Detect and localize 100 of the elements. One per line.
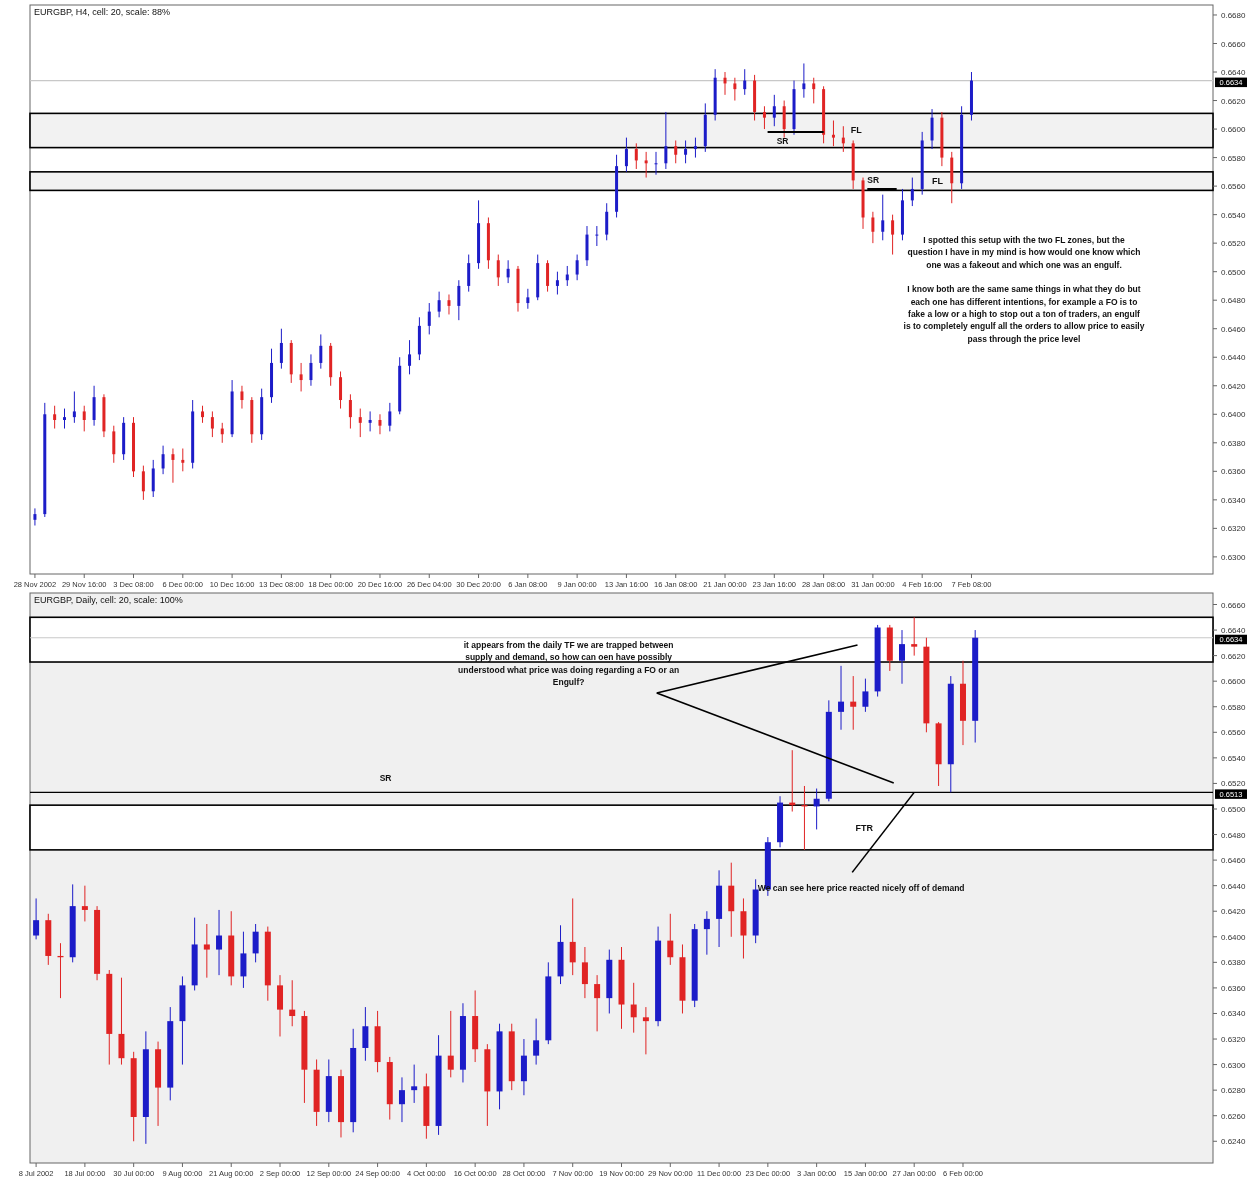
annotation: SR bbox=[776, 135, 789, 146]
y-tick-label: 0.6260 bbox=[1221, 1111, 1247, 1121]
candlestick bbox=[703, 910, 710, 956]
candlestick bbox=[630, 982, 637, 1034]
candlestick bbox=[141, 465, 145, 501]
y-tick-label: 0.6440 bbox=[1221, 881, 1247, 891]
candlestick bbox=[667, 913, 674, 966]
candlestick bbox=[546, 259, 550, 293]
candlestick bbox=[762, 105, 766, 130]
y-tick-label: 0.6420 bbox=[1221, 381, 1247, 391]
text: I spotted this setup with the two FL zones, but the question I have in my mind is how would one know which one was a fakeout and which one was an engulf. I know both are the same same things in what they do but each one has different intentions, for example a FO is to fake a low or a high to stop out a ton of traders, an engulf is to completely engulf all the orders to allow price to easily pass through the price level bbox=[903, 235, 1145, 344]
y-tick-label: 0.6560 bbox=[1221, 728, 1247, 738]
candlestick bbox=[871, 211, 875, 244]
candlestick bbox=[171, 448, 175, 484]
y-tick-label: 0.6340 bbox=[1221, 1009, 1247, 1019]
candlestick bbox=[674, 139, 678, 164]
y-tick-label: 0.6340 bbox=[1221, 495, 1247, 505]
y-tick-label: 0.6540 bbox=[1221, 753, 1247, 763]
y-tick-label: 0.6540 bbox=[1221, 210, 1247, 220]
y-tick-label: 0.6580 bbox=[1221, 153, 1247, 163]
candlestick bbox=[910, 177, 914, 207]
y-tick-label: 0.6640 bbox=[1221, 626, 1247, 636]
candlestick bbox=[644, 151, 648, 179]
band-label: FL bbox=[850, 125, 863, 136]
candlestick bbox=[684, 139, 688, 164]
y-tick-label: 0.6640 bbox=[1221, 68, 1247, 78]
candlestick bbox=[496, 254, 500, 287]
candlestick bbox=[63, 408, 66, 430]
candlestick bbox=[850, 675, 857, 731]
candlestick bbox=[252, 923, 259, 963]
candlestick bbox=[595, 225, 599, 247]
y-tick-label: 0.6580 bbox=[1221, 702, 1247, 712]
candlestick bbox=[72, 390, 76, 424]
y-tick-label: 0.6460 bbox=[1221, 856, 1247, 866]
y-tick-label: 0.6320 bbox=[1221, 524, 1247, 534]
y-tick-label: 0.6620 bbox=[1221, 651, 1247, 661]
y-tick-label: 0.6460 bbox=[1221, 324, 1247, 334]
candlestick bbox=[930, 108, 934, 150]
candlestick bbox=[368, 410, 372, 432]
candlestick bbox=[575, 254, 579, 281]
candlestick bbox=[838, 665, 845, 731]
candlestick bbox=[81, 885, 88, 922]
candlestick bbox=[634, 142, 638, 170]
candlestick bbox=[309, 353, 313, 387]
candlestick bbox=[151, 459, 155, 498]
candlestick bbox=[831, 120, 835, 147]
y-tick-label: 0.6380 bbox=[1221, 438, 1247, 448]
candlestick bbox=[881, 194, 885, 241]
candlestick bbox=[911, 616, 918, 657]
y-tick-label: 0.6480 bbox=[1221, 830, 1247, 840]
y-tick-label: 0.6380 bbox=[1221, 958, 1247, 968]
y-tick-label: 0.6400 bbox=[1221, 932, 1247, 942]
y-tick-label: 0.6500 bbox=[1221, 804, 1247, 814]
band-label: FTR bbox=[855, 822, 874, 833]
candlestick bbox=[569, 897, 576, 976]
candlestick bbox=[339, 371, 343, 410]
candlestick bbox=[899, 629, 906, 685]
y-tick-label: 0.6360 bbox=[1221, 467, 1247, 477]
y-tick-label: 0.6520 bbox=[1221, 779, 1247, 789]
candlestick bbox=[289, 979, 296, 1027]
candlestick bbox=[181, 448, 185, 472]
candlestick bbox=[427, 302, 431, 335]
annotation: SR bbox=[379, 773, 392, 784]
band-label: FL bbox=[931, 176, 944, 187]
candlestick bbox=[299, 362, 303, 392]
candlestick bbox=[53, 405, 57, 430]
candlestick bbox=[408, 339, 412, 375]
y-tick-label: 0.6420 bbox=[1221, 907, 1247, 917]
annotation: SR bbox=[867, 175, 880, 185]
candlestick bbox=[624, 137, 628, 173]
candlestick bbox=[378, 413, 382, 435]
candlestick bbox=[398, 1076, 405, 1123]
candlestick bbox=[862, 678, 869, 713]
candlestick bbox=[642, 1006, 649, 1055]
candlestick bbox=[772, 94, 776, 127]
y-tick-label: 0.6300 bbox=[1221, 552, 1247, 562]
y-tick-label: 0.6600 bbox=[1221, 125, 1247, 135]
candlestick bbox=[33, 897, 40, 940]
candlestick bbox=[891, 214, 895, 256]
y-tick-label: 0.6560 bbox=[1221, 182, 1247, 192]
y-tick-label: 0.6500 bbox=[1221, 267, 1247, 277]
candlestick bbox=[161, 445, 165, 475]
y-tick-label: 0.6520 bbox=[1221, 239, 1247, 249]
chart-title: EURGBP, Daily, cell: 20, scale: 100% bbox=[34, 595, 183, 605]
candlestick bbox=[92, 385, 96, 427]
candlestick bbox=[112, 425, 116, 464]
y-tick-label: 0.6300 bbox=[1221, 1060, 1247, 1070]
candlestick bbox=[411, 1064, 418, 1104]
annotation: it appears from the daily TF we are trapped between supply and demand, so how can oen have possibly understood what price was doing regarding a FO or an Engulf? bbox=[458, 640, 680, 687]
y-tick-label: 0.6320 bbox=[1221, 1035, 1247, 1045]
candlestick bbox=[82, 405, 86, 432]
candlestick bbox=[654, 151, 658, 176]
candlestick bbox=[733, 77, 737, 102]
candlestick bbox=[203, 923, 210, 979]
candlestick bbox=[813, 788, 820, 830]
candlestick bbox=[362, 1006, 369, 1062]
y-tick-label: 0.6440 bbox=[1221, 353, 1247, 363]
candlestick bbox=[240, 385, 244, 410]
candlestick bbox=[594, 974, 601, 1032]
candlestick bbox=[279, 328, 283, 370]
